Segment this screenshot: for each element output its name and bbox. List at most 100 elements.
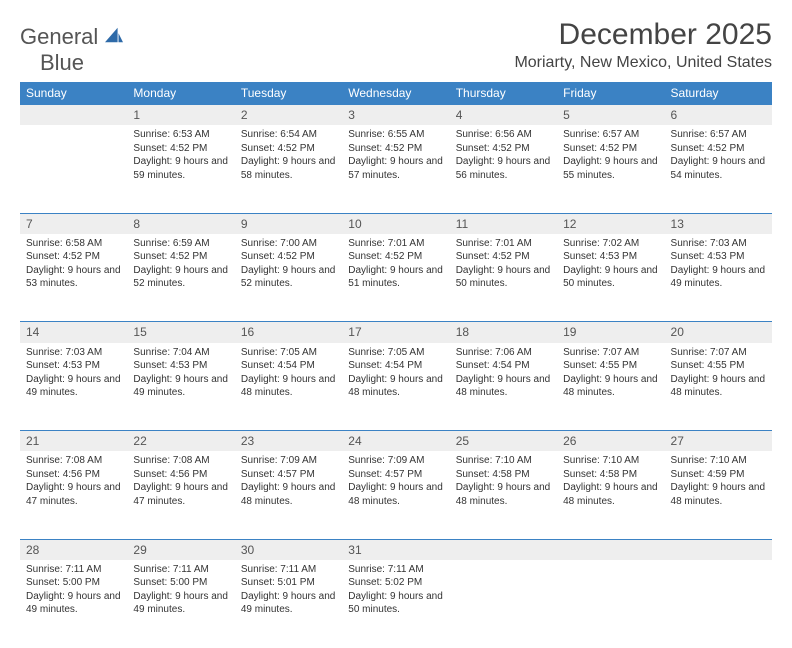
day-content-cell (450, 560, 557, 648)
day-content-cell: Sunrise: 7:05 AM Sunset: 4:54 PM Dayligh… (235, 343, 342, 431)
day-text: Sunrise: 7:03 AM Sunset: 4:53 PM Dayligh… (20, 343, 127, 406)
day-text: Sunrise: 7:11 AM Sunset: 5:00 PM Dayligh… (127, 560, 234, 623)
day-content-cell: Sunrise: 6:53 AM Sunset: 4:52 PM Dayligh… (127, 125, 234, 213)
week-daynum-row: 123456 (20, 105, 772, 126)
day-content-cell: Sunrise: 7:11 AM Sunset: 5:00 PM Dayligh… (20, 560, 127, 648)
day-text: Sunrise: 7:02 AM Sunset: 4:53 PM Dayligh… (557, 234, 664, 297)
day-text: Sunrise: 6:57 AM Sunset: 4:52 PM Dayligh… (557, 125, 664, 188)
day-text: Sunrise: 7:03 AM Sunset: 4:53 PM Dayligh… (665, 234, 772, 297)
day-text: Sunrise: 7:07 AM Sunset: 4:55 PM Dayligh… (665, 343, 772, 406)
day-content-cell: Sunrise: 6:56 AM Sunset: 4:52 PM Dayligh… (450, 125, 557, 213)
day-content-cell: Sunrise: 7:09 AM Sunset: 4:57 PM Dayligh… (235, 451, 342, 539)
day-number-cell: 1 (127, 105, 234, 126)
logo-text: General Blue (20, 24, 125, 76)
day-number-cell: 19 (557, 322, 664, 343)
day-content-cell: Sunrise: 7:07 AM Sunset: 4:55 PM Dayligh… (557, 343, 664, 431)
weekday-header: Monday (127, 82, 234, 105)
day-text: Sunrise: 7:01 AM Sunset: 4:52 PM Dayligh… (450, 234, 557, 297)
day-content-cell: Sunrise: 6:57 AM Sunset: 4:52 PM Dayligh… (665, 125, 772, 213)
day-text: Sunrise: 6:59 AM Sunset: 4:52 PM Dayligh… (127, 234, 234, 297)
day-content-cell: Sunrise: 7:03 AM Sunset: 4:53 PM Dayligh… (20, 343, 127, 431)
day-content-cell (20, 125, 127, 213)
day-text: Sunrise: 6:54 AM Sunset: 4:52 PM Dayligh… (235, 125, 342, 188)
day-content-cell: Sunrise: 7:10 AM Sunset: 4:58 PM Dayligh… (557, 451, 664, 539)
day-number-cell: 21 (20, 431, 127, 452)
day-number-cell: 10 (342, 213, 449, 234)
day-content-cell: Sunrise: 7:10 AM Sunset: 4:59 PM Dayligh… (665, 451, 772, 539)
day-content-cell: Sunrise: 7:05 AM Sunset: 4:54 PM Dayligh… (342, 343, 449, 431)
day-number-cell: 28 (20, 539, 127, 560)
day-number-cell: 22 (127, 431, 234, 452)
location: Moriarty, New Mexico, United States (514, 54, 772, 72)
day-text: Sunrise: 7:11 AM Sunset: 5:00 PM Dayligh… (20, 560, 127, 623)
day-content-cell: Sunrise: 7:01 AM Sunset: 4:52 PM Dayligh… (450, 234, 557, 322)
day-text: Sunrise: 6:55 AM Sunset: 4:52 PM Dayligh… (342, 125, 449, 188)
day-text: Sunrise: 6:56 AM Sunset: 4:52 PM Dayligh… (450, 125, 557, 188)
week-content-row: Sunrise: 6:53 AM Sunset: 4:52 PM Dayligh… (20, 125, 772, 213)
week-content-row: Sunrise: 7:11 AM Sunset: 5:00 PM Dayligh… (20, 560, 772, 648)
day-number-cell (665, 539, 772, 560)
day-number-cell: 14 (20, 322, 127, 343)
day-content-cell: Sunrise: 7:11 AM Sunset: 5:02 PM Dayligh… (342, 560, 449, 648)
weekday-header: Friday (557, 82, 664, 105)
title-block: December 2025 Moriarty, New Mexico, Unit… (514, 18, 772, 72)
day-content-cell: Sunrise: 6:57 AM Sunset: 4:52 PM Dayligh… (557, 125, 664, 213)
logo-blue: Blue (40, 50, 84, 75)
weekday-header: Saturday (665, 82, 772, 105)
day-text: Sunrise: 7:05 AM Sunset: 4:54 PM Dayligh… (235, 343, 342, 406)
day-content-cell: Sunrise: 6:58 AM Sunset: 4:52 PM Dayligh… (20, 234, 127, 322)
day-text: Sunrise: 7:09 AM Sunset: 4:57 PM Dayligh… (235, 451, 342, 514)
day-content-cell: Sunrise: 7:04 AM Sunset: 4:53 PM Dayligh… (127, 343, 234, 431)
month-title: December 2025 (514, 18, 772, 52)
day-number-cell (450, 539, 557, 560)
day-content-cell: Sunrise: 6:59 AM Sunset: 4:52 PM Dayligh… (127, 234, 234, 322)
day-text: Sunrise: 6:58 AM Sunset: 4:52 PM Dayligh… (20, 234, 127, 297)
day-content-cell: Sunrise: 7:09 AM Sunset: 4:57 PM Dayligh… (342, 451, 449, 539)
day-number-cell: 12 (557, 213, 664, 234)
day-number-cell: 29 (127, 539, 234, 560)
day-number-cell: 25 (450, 431, 557, 452)
day-number-cell: 7 (20, 213, 127, 234)
day-content-cell: Sunrise: 7:11 AM Sunset: 5:01 PM Dayligh… (235, 560, 342, 648)
day-content-cell: Sunrise: 7:00 AM Sunset: 4:52 PM Dayligh… (235, 234, 342, 322)
day-number-cell: 13 (665, 213, 772, 234)
day-text: Sunrise: 7:11 AM Sunset: 5:01 PM Dayligh… (235, 560, 342, 623)
logo-general: General (20, 24, 98, 49)
week-content-row: Sunrise: 6:58 AM Sunset: 4:52 PM Dayligh… (20, 234, 772, 322)
day-number-cell: 5 (557, 105, 664, 126)
day-number-cell: 18 (450, 322, 557, 343)
day-text: Sunrise: 7:08 AM Sunset: 4:56 PM Dayligh… (20, 451, 127, 514)
day-text: Sunrise: 7:10 AM Sunset: 4:58 PM Dayligh… (450, 451, 557, 514)
day-text: Sunrise: 7:09 AM Sunset: 4:57 PM Dayligh… (342, 451, 449, 514)
day-number-cell: 31 (342, 539, 449, 560)
day-number-cell: 23 (235, 431, 342, 452)
day-number-cell (557, 539, 664, 560)
day-number-cell: 6 (665, 105, 772, 126)
day-content-cell: Sunrise: 7:08 AM Sunset: 4:56 PM Dayligh… (20, 451, 127, 539)
day-content-cell: Sunrise: 7:07 AM Sunset: 4:55 PM Dayligh… (665, 343, 772, 431)
day-number-cell: 11 (450, 213, 557, 234)
week-content-row: Sunrise: 7:08 AM Sunset: 4:56 PM Dayligh… (20, 451, 772, 539)
day-number-cell: 16 (235, 322, 342, 343)
day-number-cell: 8 (127, 213, 234, 234)
day-content-cell: Sunrise: 7:02 AM Sunset: 4:53 PM Dayligh… (557, 234, 664, 322)
day-text: Sunrise: 7:10 AM Sunset: 4:59 PM Dayligh… (665, 451, 772, 514)
weekday-header-row: SundayMondayTuesdayWednesdayThursdayFrid… (20, 82, 772, 105)
week-daynum-row: 28293031 (20, 539, 772, 560)
day-number-cell: 30 (235, 539, 342, 560)
day-text: Sunrise: 7:04 AM Sunset: 4:53 PM Dayligh… (127, 343, 234, 406)
day-text: Sunrise: 6:57 AM Sunset: 4:52 PM Dayligh… (665, 125, 772, 188)
logo: General Blue (20, 24, 125, 76)
weekday-header: Tuesday (235, 82, 342, 105)
week-daynum-row: 21222324252627 (20, 431, 772, 452)
day-text: Sunrise: 7:05 AM Sunset: 4:54 PM Dayligh… (342, 343, 449, 406)
day-text: Sunrise: 7:11 AM Sunset: 5:02 PM Dayligh… (342, 560, 449, 623)
day-number-cell: 26 (557, 431, 664, 452)
day-text: Sunrise: 7:00 AM Sunset: 4:52 PM Dayligh… (235, 234, 342, 297)
day-content-cell: Sunrise: 7:03 AM Sunset: 4:53 PM Dayligh… (665, 234, 772, 322)
day-content-cell: Sunrise: 7:08 AM Sunset: 4:56 PM Dayligh… (127, 451, 234, 539)
week-daynum-row: 14151617181920 (20, 322, 772, 343)
day-number-cell: 4 (450, 105, 557, 126)
day-number-cell: 15 (127, 322, 234, 343)
day-content-cell: Sunrise: 7:06 AM Sunset: 4:54 PM Dayligh… (450, 343, 557, 431)
